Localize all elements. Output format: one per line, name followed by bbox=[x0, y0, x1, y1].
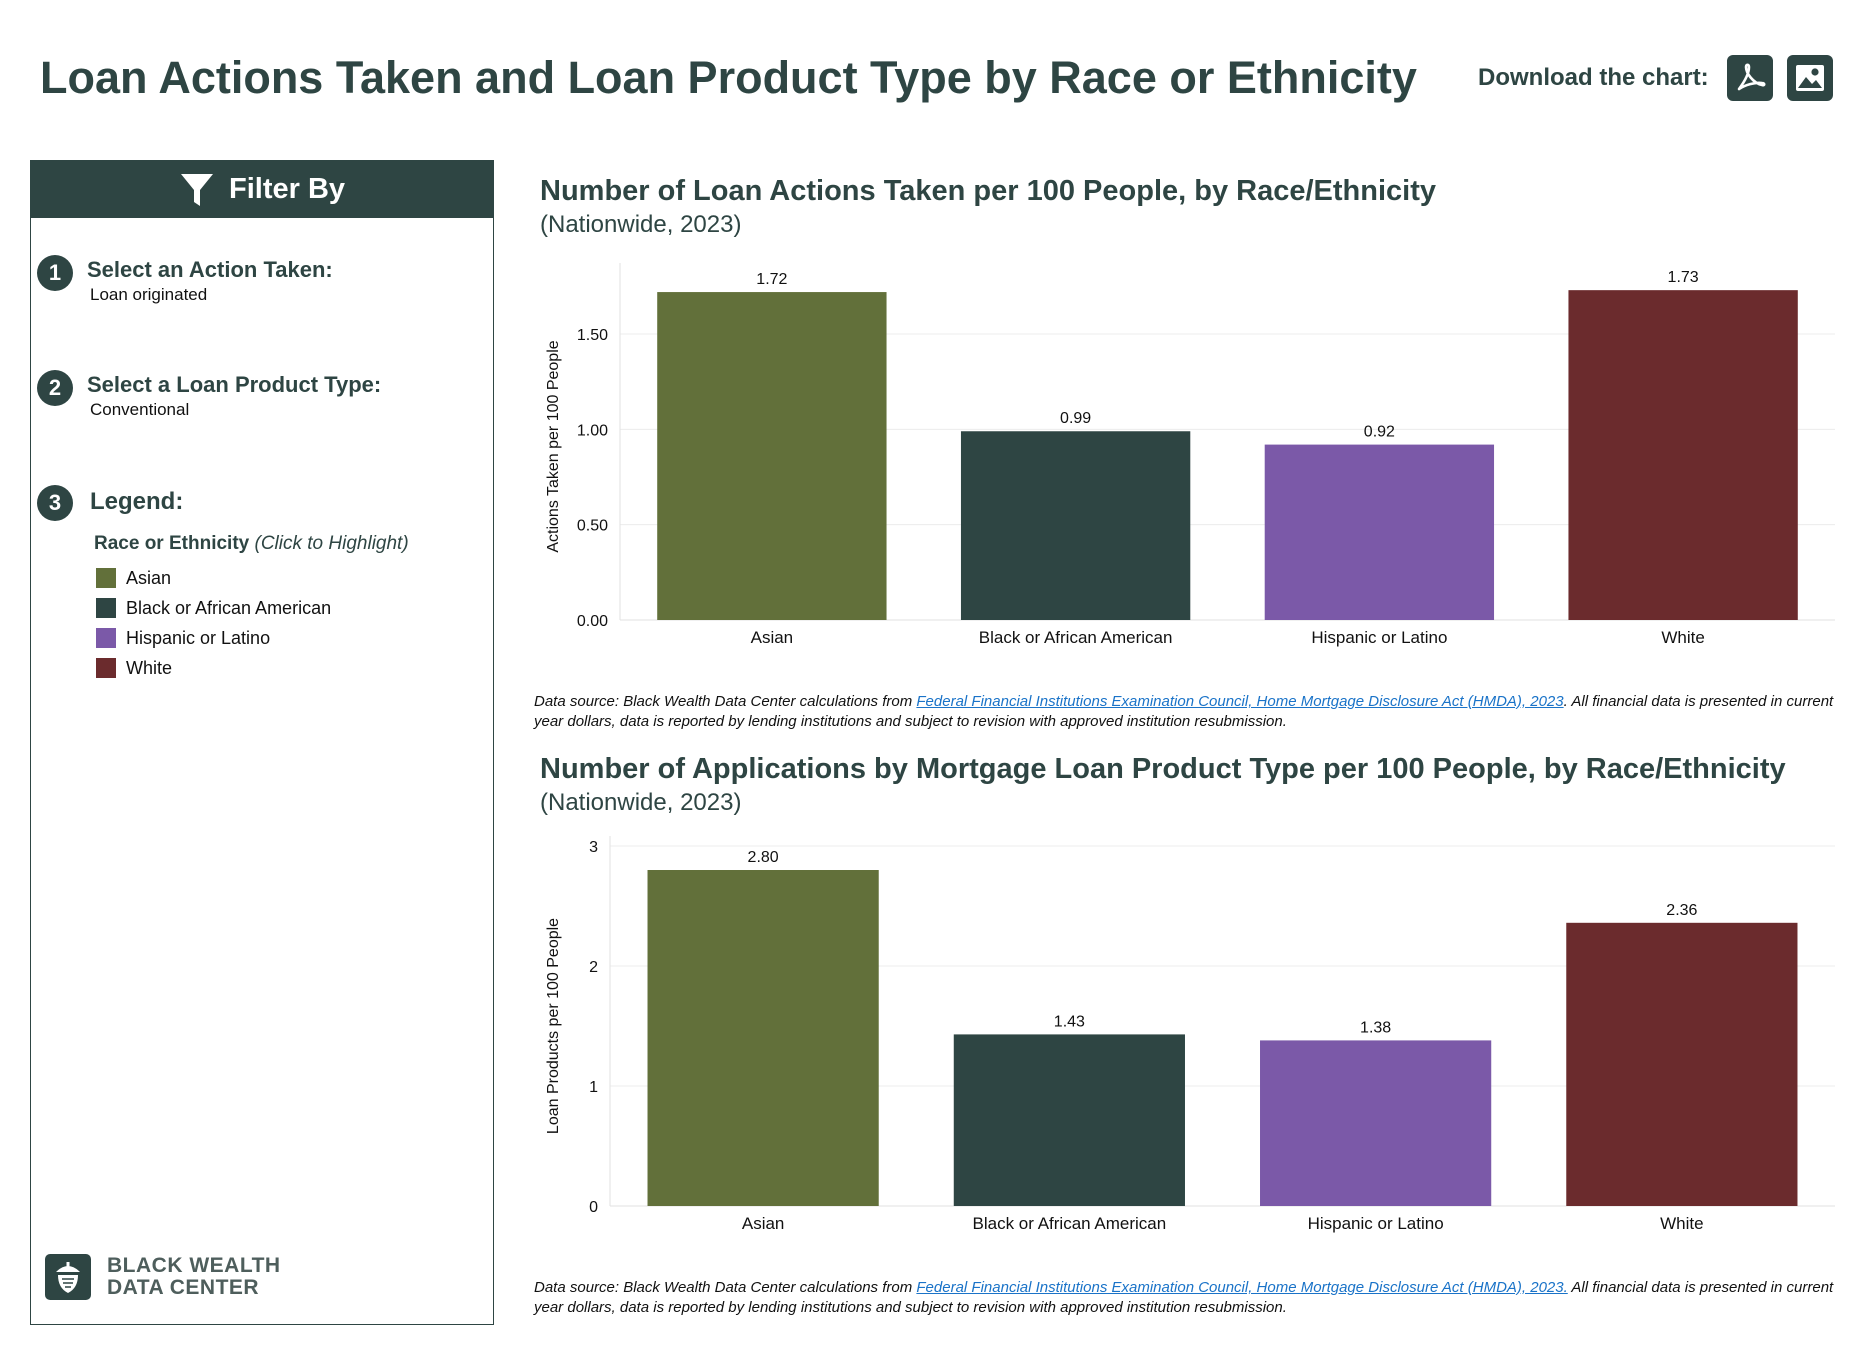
legend-item-white[interactable]: White bbox=[96, 653, 331, 683]
data-label-asian: 2.80 bbox=[748, 849, 779, 866]
x-tick-label-black-or-african-american: Black or African American bbox=[979, 628, 1173, 647]
loan-actions-plot: 0.00 0.50 1.00 1.50 Actions Taken per 100 Pe… bbox=[545, 263, 1835, 647]
data-source-note: Data source: Black Wealth Data Center ca… bbox=[534, 1278, 1834, 1318]
x-tick-label-asian: Asian bbox=[751, 628, 794, 647]
filter-panel: Filter By 1 Select an Action Taken: Loan… bbox=[30, 160, 494, 1325]
acorn-logo-icon bbox=[45, 1254, 91, 1300]
step-number: 2 bbox=[37, 370, 73, 406]
x-tick-label-asian: Asian bbox=[742, 1214, 785, 1233]
y-tick-label: 3 bbox=[589, 839, 598, 856]
legend-item-hispanic-or-latino[interactable]: Hispanic or Latino bbox=[96, 623, 331, 653]
data-label-hispanic-or-latino: 0.92 bbox=[1364, 424, 1395, 441]
y-axis-label: Loan Products per 100 People bbox=[545, 918, 562, 1134]
data-label-black-or-african-american: 1.43 bbox=[1054, 1013, 1085, 1030]
bar-black-or-african-american bbox=[953, 1034, 1185, 1206]
bar-asian bbox=[657, 292, 887, 620]
loan-products-plot: 0 1 2 3 Loan Products per 100 People 2.80 Asia… bbox=[545, 836, 1835, 1233]
bar-white bbox=[1566, 922, 1798, 1206]
step-number: 1 bbox=[37, 255, 73, 291]
filter-icon bbox=[180, 173, 213, 206]
y-tick-label: 0.50 bbox=[577, 518, 608, 535]
y-tick-label: 1.50 bbox=[577, 327, 608, 344]
filter-header: Filter By bbox=[31, 161, 493, 218]
page-title: Loan Actions Taken and Loan Product Type… bbox=[40, 52, 1417, 103]
bar-white bbox=[1568, 290, 1798, 620]
x-tick-label-hispanic-or-latino: Hispanic or Latino bbox=[1311, 628, 1447, 647]
data-label-black-or-african-american: 0.99 bbox=[1060, 410, 1091, 427]
legend-swatch bbox=[96, 658, 116, 678]
legend-label: White bbox=[126, 657, 173, 678]
logo-line-2: DATA CENTER bbox=[107, 1276, 260, 1299]
legend-hint: (Click to Highlight) bbox=[254, 533, 409, 554]
x-tick-label-hispanic-or-latino: Hispanic or Latino bbox=[1308, 1214, 1444, 1233]
data-source-suffix: . All financial data is presented in cur… bbox=[534, 693, 1834, 730]
data-source-prefix: Data source: Black Wealth Data Center ca… bbox=[534, 693, 917, 710]
y-tick-label: 1.00 bbox=[577, 422, 608, 439]
x-tick-label-white: White bbox=[1660, 1214, 1703, 1233]
action-taken-select[interactable]: Loan originated bbox=[90, 285, 208, 304]
data-source-prefix: Data source: Black Wealth Data Center ca… bbox=[534, 1279, 917, 1296]
filter-header-label: Filter By bbox=[228, 173, 346, 205]
data-label-white: 1.73 bbox=[1668, 269, 1699, 286]
bar-hispanic-or-latino bbox=[1264, 444, 1495, 620]
loan-products-chart: Number of Applications by Mortgage Loan … bbox=[530, 753, 1840, 1333]
hmda-source-link[interactable]: Federal Financial Institutions Examinati… bbox=[916, 1279, 1568, 1296]
legend-title-text: Race or Ethnicity bbox=[94, 533, 250, 554]
chart-title: Number of Applications by Mortgage Loan … bbox=[540, 753, 1786, 785]
legend-heading: Legend: bbox=[90, 488, 184, 515]
data-label-white: 2.36 bbox=[1666, 902, 1697, 919]
loan-product-type-select[interactable]: Conventional bbox=[90, 400, 190, 419]
x-tick-label-black-or-african-american: Black or African American bbox=[973, 1214, 1167, 1233]
x-tick-label-white: White bbox=[1661, 628, 1704, 647]
loan-actions-chart: Number of Loan Actions Taken per 100 Peo… bbox=[530, 175, 1840, 735]
y-axis-label: Actions Taken per 100 People bbox=[545, 340, 562, 552]
data-label-asian: 1.72 bbox=[756, 271, 787, 288]
y-tick-label: 2 bbox=[589, 959, 598, 976]
y-tick-label: 0 bbox=[589, 1199, 598, 1216]
y-tick-label: 0.00 bbox=[577, 613, 608, 630]
logo-text: BLACK WEALTH DATA CENTER bbox=[107, 1255, 281, 1299]
legend-swatch bbox=[96, 568, 116, 588]
step-number: 3 bbox=[37, 485, 73, 521]
data-source-note: Data source: Black Wealth Data Center ca… bbox=[534, 692, 1834, 732]
chart-title: Number of Loan Actions Taken per 100 Peo… bbox=[540, 175, 1436, 207]
legend-item-asian[interactable]: Asian bbox=[96, 563, 331, 593]
legend-swatch bbox=[96, 598, 116, 618]
bwdc-logo: BLACK WEALTH DATA CENTER bbox=[45, 1254, 281, 1300]
loan-product-type-label: Select a Loan Product Type: bbox=[87, 372, 382, 397]
legend-label: Asian bbox=[126, 567, 172, 588]
download-bar: Download the chart: bbox=[1478, 55, 1833, 101]
bar-asian bbox=[647, 870, 879, 1206]
chart-subtitle: (Nationwide, 2023) bbox=[540, 211, 742, 238]
bar-black-or-african-american bbox=[960, 431, 1191, 620]
y-tick-label: 1 bbox=[589, 1079, 598, 1096]
legend-label: Black or African American bbox=[126, 597, 332, 618]
legend-swatch bbox=[96, 628, 116, 648]
action-taken-label: Select an Action Taken: bbox=[87, 257, 333, 282]
data-label-hispanic-or-latino: 1.38 bbox=[1360, 1019, 1391, 1036]
legend-title: Race or Ethnicity (Click to Highlight) bbox=[94, 533, 409, 555]
chart-subtitle: (Nationwide, 2023) bbox=[540, 789, 742, 816]
download-pdf-button[interactable] bbox=[1726, 55, 1773, 101]
data-source-suffix: All financial data is presented in curre… bbox=[534, 1279, 1834, 1316]
legend-item-black-or-african-american[interactable]: Black or African American bbox=[96, 593, 331, 623]
legend-list: Asian Black or African American Hispanic… bbox=[96, 563, 331, 683]
legend-label: Hispanic or Latino bbox=[126, 627, 271, 648]
logo-line-1: BLACK WEALTH bbox=[107, 1254, 281, 1277]
image-icon bbox=[1795, 65, 1824, 91]
hmda-source-link[interactable]: Federal Financial Institutions Examinati… bbox=[916, 693, 1564, 710]
download-label: Download the chart: bbox=[1478, 64, 1709, 91]
download-image-button[interactable] bbox=[1786, 55, 1833, 101]
bar-hispanic-or-latino bbox=[1260, 1040, 1492, 1206]
pdf-icon bbox=[1737, 63, 1766, 91]
